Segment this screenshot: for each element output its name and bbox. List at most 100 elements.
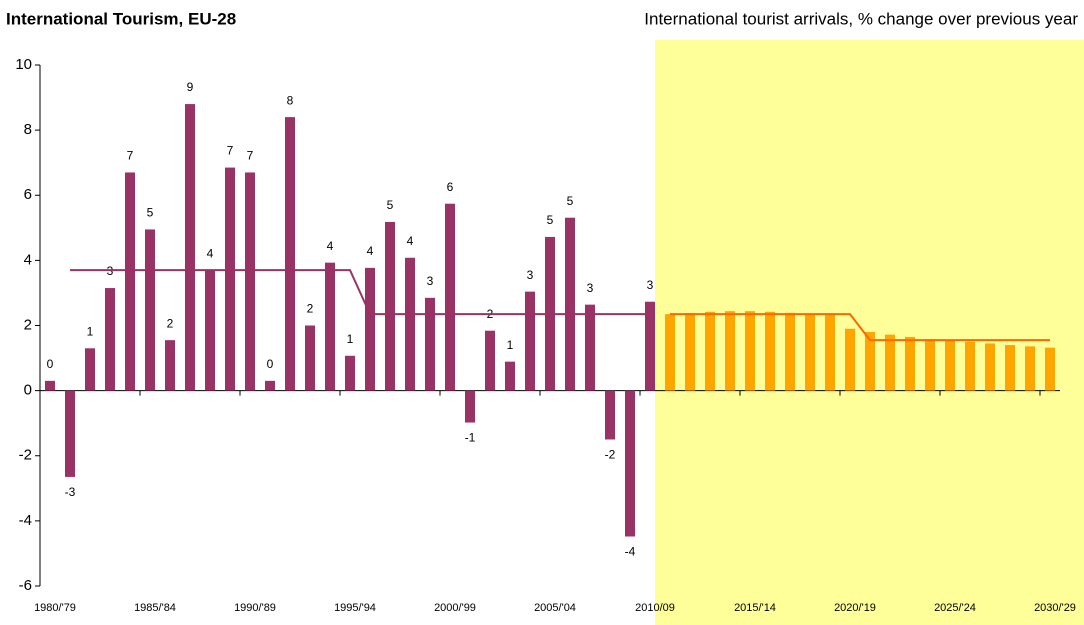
value-label: 4 [407,234,414,248]
bar [345,355,355,391]
value-label: 9 [187,80,194,94]
bar [485,330,495,391]
bar [65,390,75,477]
bar [825,315,835,391]
value-label: 5 [547,213,554,227]
x-tick-label: 2010/09 [635,602,675,614]
bar [645,301,655,391]
bar [265,380,275,391]
value-label: 4 [367,244,374,258]
bar [325,262,335,391]
bar [45,380,55,391]
value-label: 0 [47,357,54,371]
bar [925,339,935,391]
bar [745,311,755,391]
bar [885,334,895,391]
bar [185,104,195,391]
value-label: 2 [167,316,174,330]
bar [665,314,675,391]
y-tick-label: 0 [24,382,32,399]
value-label: 3 [647,278,654,292]
value-label: -1 [465,431,476,445]
bar [225,167,235,391]
value-label: 5 [567,194,574,208]
bar [785,312,795,391]
x-tick-label: 2020/'19 [834,602,876,614]
bar [585,304,595,391]
bar [565,217,575,391]
value-label: 1 [347,332,354,346]
trend-line [670,313,1050,342]
x-tick-label: 1985/'84 [134,602,176,614]
bar [425,297,435,391]
trend-line [70,269,650,316]
bar [165,340,175,391]
value-label: 7 [127,149,134,163]
bar [625,390,635,537]
bar [845,328,855,391]
y-tick-label: 8 [24,121,32,138]
bar [705,311,715,391]
bar [365,267,375,391]
bar [765,311,775,391]
value-label: -2 [605,448,616,462]
value-label: 2 [307,302,314,316]
x-tick-label: 1980/'79 [34,602,76,614]
value-label: 0 [267,357,274,371]
y-tick-label: -2 [19,447,32,464]
bar [945,340,955,391]
x-tick-label: 2030/'29 [1034,602,1076,614]
bar [865,332,875,391]
x-tick-label: 2000/'99 [434,602,476,614]
bar [245,172,255,391]
bar [445,203,455,391]
y-tick-label: 6 [24,186,32,203]
value-label: 4 [327,239,334,253]
y-tick-label: 10 [15,56,32,73]
bar [805,314,815,391]
bar [985,343,995,391]
bar [1045,347,1055,391]
y-tick-label: 4 [24,251,32,268]
value-label: 7 [227,144,234,158]
value-label: -3 [65,485,76,499]
bar [145,229,155,391]
bar [305,325,315,391]
value-label: 3 [587,281,594,295]
x-tick-label: 2015/'14 [734,602,776,614]
x-tick-label: 2025/'24 [934,602,976,614]
value-label: -4 [625,545,636,559]
value-label: 5 [387,198,394,212]
chart-title: International Tourism, EU-28 [6,9,236,28]
x-tick-label: 1990/'89 [234,602,276,614]
y-tick-label: -4 [19,512,32,529]
bar [525,291,535,391]
bar [905,336,915,391]
value-label: 1 [87,324,94,338]
value-label: 4 [207,246,214,260]
value-label: 6 [447,180,454,194]
bar [85,348,95,391]
x-tick-label: 1995/'94 [334,602,376,614]
y-tick-label: -6 [19,577,32,594]
value-label: 7 [247,149,254,163]
bar [125,172,135,391]
value-label: 3 [527,268,534,282]
bar [725,311,735,391]
x-tick-label: 2005/'04 [534,602,576,614]
value-label: 1 [507,338,514,352]
bar [285,117,295,391]
bar [405,257,415,391]
bar [205,270,215,391]
bar [1005,345,1015,391]
value-label: 5 [147,206,154,220]
value-label: 3 [107,264,114,278]
bar [685,313,695,391]
bar [605,390,615,440]
bar [505,361,515,391]
bar [105,288,115,391]
bar [965,341,975,391]
value-label: 8 [287,93,294,107]
chart-subtitle: International tourist arrivals, % change… [644,9,1078,28]
